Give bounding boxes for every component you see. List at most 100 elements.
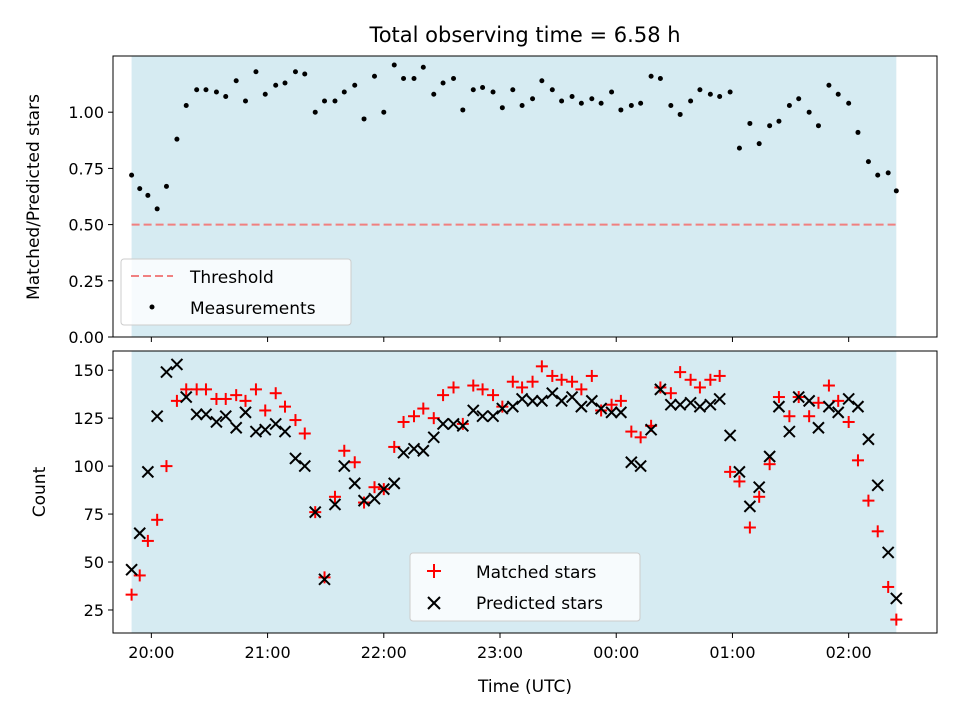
matched-star-point [862, 494, 875, 507]
matched-star-point [546, 369, 559, 382]
measurement-point [578, 100, 584, 106]
measurement-point [549, 87, 555, 93]
matched-star-point [890, 613, 903, 626]
measurement-point [815, 123, 821, 129]
measurement-point [233, 78, 239, 84]
measurement-point [282, 80, 288, 86]
matched-star-point [199, 383, 212, 396]
measurement-point [539, 78, 545, 84]
predicted-star-point [792, 390, 805, 404]
y-tick-label: 0.50 [68, 216, 104, 235]
measurement-point [885, 170, 891, 176]
predicted-star-point [802, 394, 816, 408]
matched-star-point [328, 490, 341, 503]
top-legend: Threshold Measurements [120, 258, 352, 326]
matched-star-point [812, 396, 825, 409]
measurement-point [341, 89, 347, 95]
measurement-point [865, 159, 871, 165]
measurement-point [786, 102, 792, 108]
predicted-star-point [644, 423, 658, 436]
legend-measurements-label: Measurements [190, 299, 316, 319]
predicted-star-point [594, 402, 608, 415]
predicted-star-point [654, 383, 667, 396]
predicted-star-point [822, 400, 836, 413]
matched-star-point [842, 415, 855, 428]
predicted-star-point [447, 417, 460, 431]
predicted-star-point [190, 408, 203, 421]
measurement-point [213, 89, 219, 95]
matched-star-point [358, 496, 371, 509]
y-tick-label: 1.00 [68, 103, 104, 122]
measurement-point [253, 69, 259, 75]
matched-star-point [487, 389, 500, 402]
bottom-legend: Matched stars Predicted stars [409, 552, 641, 622]
y-tick-label: 150 [73, 361, 104, 380]
matched-star-point [368, 481, 381, 494]
matched-star-point [763, 458, 776, 471]
top-y-ticks: 0.00 0.25 0.50 0.75 1.00 [68, 103, 113, 347]
predicted-star-point [783, 425, 796, 438]
measurement-point [371, 73, 377, 79]
matched-star-point [733, 475, 746, 488]
predicted-star-point [150, 410, 164, 423]
measurement-point [628, 102, 634, 108]
matched-star-point [467, 379, 480, 392]
bottom-y-axis-label: Count [30, 466, 50, 517]
matched-star-point [170, 394, 183, 407]
predicted-star-point [713, 392, 726, 406]
measurement-point [273, 82, 279, 88]
measurement-point [598, 100, 604, 106]
legend-matched-swatch [427, 564, 441, 578]
matched-star-point [555, 373, 568, 386]
matched-star-point [664, 387, 677, 400]
y-tick-label: 0.25 [68, 272, 104, 291]
matched-star-point [496, 400, 509, 413]
measurement-point [589, 96, 595, 102]
y-tick-label: 125 [73, 409, 104, 428]
predicted-star-point [397, 446, 410, 459]
measurement-point [451, 75, 457, 81]
matched-star-point [219, 392, 232, 405]
measurement-point [411, 75, 417, 81]
matched-star-point [456, 417, 469, 430]
y-tick-label: 0.75 [68, 159, 104, 178]
bottom-panel: 25 50 75 100 125 150 20:00 21:00 22:00 23:00 00:0… [30, 350, 938, 697]
legend-predicted-label: Predicted stars [476, 594, 603, 614]
matched-star-point [160, 460, 173, 473]
measurement-point [638, 100, 644, 106]
matched-star-point [654, 381, 667, 394]
top-panel: 0.00 0.25 0.50 0.75 1.00 Matched/Predicted s… [24, 55, 938, 347]
matched-star-point [724, 465, 737, 478]
predicted-star-point [565, 390, 579, 404]
measurement-point [806, 109, 812, 115]
matched-star-point [259, 404, 272, 417]
predicted-star-point [338, 459, 351, 473]
bottom-x-ticks: 20:00 21:00 22:00 23:00 00:00 01:00 02:00 [128, 633, 872, 662]
measurement-point [559, 98, 565, 104]
measurement-points [129, 62, 899, 212]
measurement-point [707, 91, 713, 97]
measurement-point [242, 98, 248, 104]
measurement-point [361, 116, 367, 122]
x-tick-label: 02:00 [826, 643, 872, 662]
measurement-point [855, 129, 861, 135]
matched-star-point [289, 414, 302, 427]
x-tick-label: 23:00 [477, 643, 523, 662]
legend-threshold-label: Threshold [189, 268, 274, 288]
measurement-point [312, 109, 318, 115]
top-legend-box [120, 258, 352, 326]
measurement-point [183, 102, 189, 108]
predicted-star-point [506, 400, 520, 413]
predicted-star-point [486, 410, 500, 423]
matched-star-point [249, 383, 262, 396]
predicted-star-point [180, 390, 193, 404]
predicted-star-point [812, 421, 825, 434]
matched-star-point [298, 427, 311, 440]
predicted-star-point [318, 573, 331, 586]
matched-star-point [634, 431, 647, 444]
matched-star-point [595, 404, 608, 417]
matched-star-point [743, 521, 756, 534]
matched-star-point [753, 490, 766, 503]
predicted-star-point [436, 417, 450, 431]
matched-star-point [279, 400, 292, 413]
